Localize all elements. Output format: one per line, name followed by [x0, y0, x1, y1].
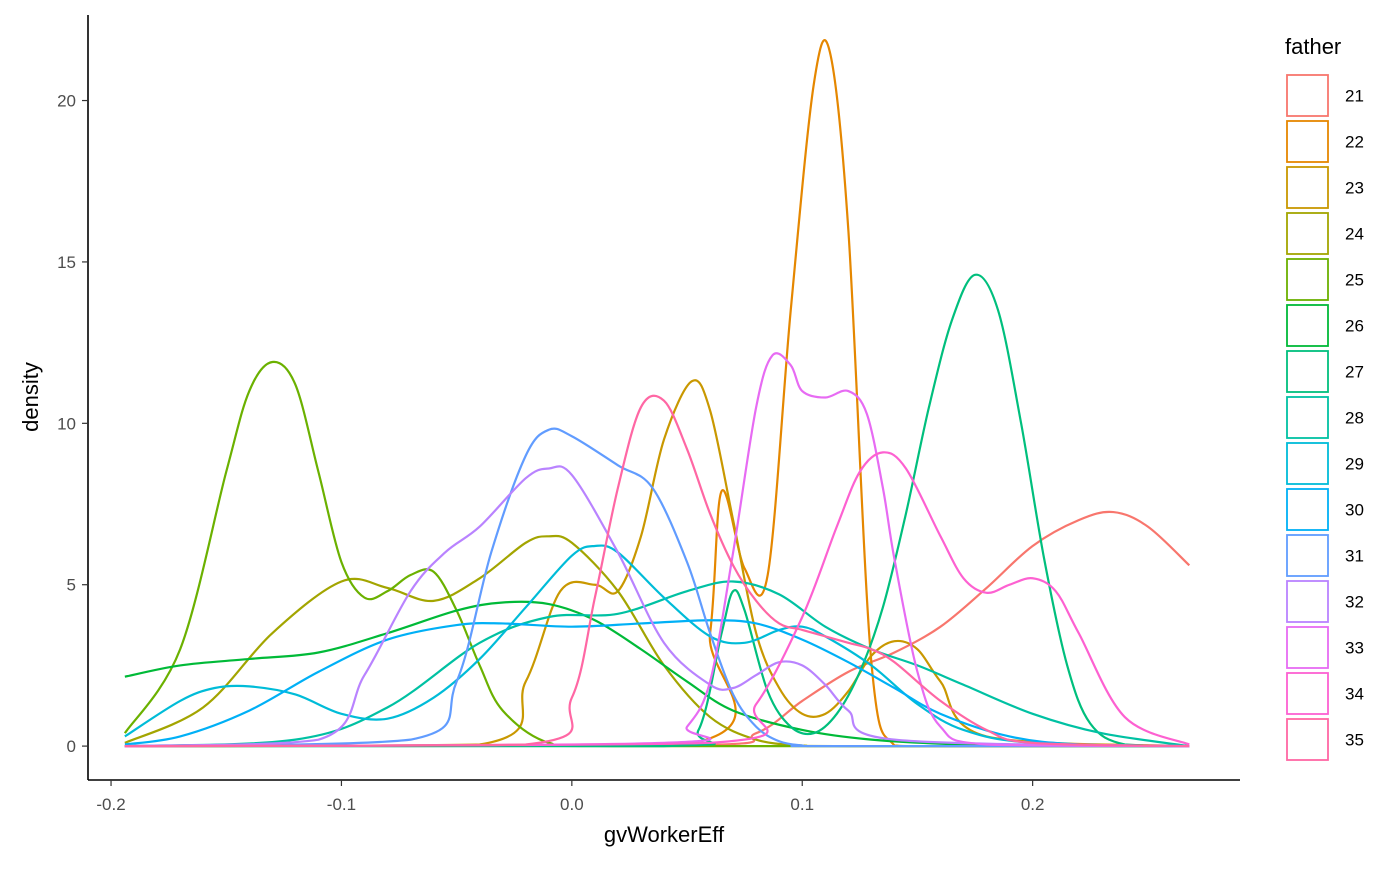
series-line-28 [124, 580, 1190, 748]
legend-label-32: 32 [1345, 593, 1364, 612]
legend-label-31: 31 [1345, 547, 1364, 566]
x-ticks: -0.2 -0.1 0.0 0.1 0.2 [96, 780, 1044, 814]
legend-key-23 [1286, 166, 1329, 209]
series-line-24 [124, 534, 1190, 748]
y-axis-title: density [18, 362, 43, 432]
legend-key-31 [1286, 534, 1329, 577]
legend-key-35 [1286, 718, 1329, 761]
legend-label-23: 23 [1345, 179, 1364, 198]
legend-label-27: 27 [1345, 363, 1364, 382]
legend-key-26 [1286, 304, 1329, 347]
legend-label-25: 25 [1345, 271, 1364, 290]
y-ticks: 0 5 10 15 20 [57, 92, 88, 756]
series-line-32 [124, 465, 1190, 748]
series-line-25 [123, 360, 1190, 748]
x-tick-label: 0.2 [1021, 795, 1045, 814]
legend-label-33: 33 [1345, 639, 1364, 658]
axes-layer: -0.2 -0.1 0.0 0.1 0.2 0 5 10 15 20 gvWorkerEff d… [18, 15, 1240, 847]
legend-key-21 [1286, 74, 1329, 117]
legend: father 21 22 23 24 25 26 27 28 29 30 31 32 33 34 35 [1285, 34, 1364, 761]
x-tick-label: 0.1 [790, 795, 814, 814]
series-line-34 [124, 451, 1190, 748]
series-line-31 [124, 427, 1190, 748]
y-tick-label: 10 [57, 414, 76, 433]
y-tick-label: 20 [57, 92, 76, 111]
legend-label-21: 21 [1345, 87, 1364, 106]
x-tick-label: 0.0 [560, 795, 584, 814]
legend-key-24 [1286, 212, 1329, 255]
x-tick-label: -0.1 [327, 795, 356, 814]
legend-key-32 [1286, 580, 1329, 623]
series-line-22 [124, 39, 1190, 748]
legend-label-29: 29 [1345, 455, 1364, 474]
y-tick-label: 0 [67, 737, 76, 756]
series-layer [123, 39, 1191, 748]
legend-key-29 [1286, 442, 1329, 485]
legend-key-30 [1286, 488, 1329, 531]
series-line-35 [124, 394, 1190, 748]
legend-key-28 [1286, 396, 1329, 439]
series-line-29 [124, 544, 1190, 748]
legend-key-34 [1286, 672, 1329, 715]
x-axis-title: gvWorkerEff [604, 822, 725, 847]
legend-label-34: 34 [1345, 685, 1364, 704]
series-line-30 [124, 619, 1190, 748]
legend-key-25 [1286, 258, 1329, 301]
legend-title: father [1285, 34, 1341, 59]
legend-key-33 [1286, 626, 1329, 669]
legend-label-30: 30 [1345, 501, 1364, 520]
legend-label-24: 24 [1345, 225, 1364, 244]
series-line-23 [124, 379, 1190, 748]
legend-key-22 [1286, 120, 1329, 163]
y-tick-label: 5 [67, 576, 76, 595]
x-tick-label: -0.2 [96, 795, 125, 814]
legend-label-22: 22 [1345, 133, 1364, 152]
series-line-21 [124, 510, 1191, 748]
legend-label-28: 28 [1345, 409, 1364, 428]
legend-label-26: 26 [1345, 317, 1364, 336]
series-line-27 [124, 273, 1190, 748]
legend-items: 21 22 23 24 25 26 27 28 29 30 31 32 33 34 35 [1286, 74, 1364, 761]
legend-label-35: 35 [1345, 731, 1364, 750]
legend-key-27 [1286, 350, 1329, 393]
y-tick-label: 15 [57, 253, 76, 272]
